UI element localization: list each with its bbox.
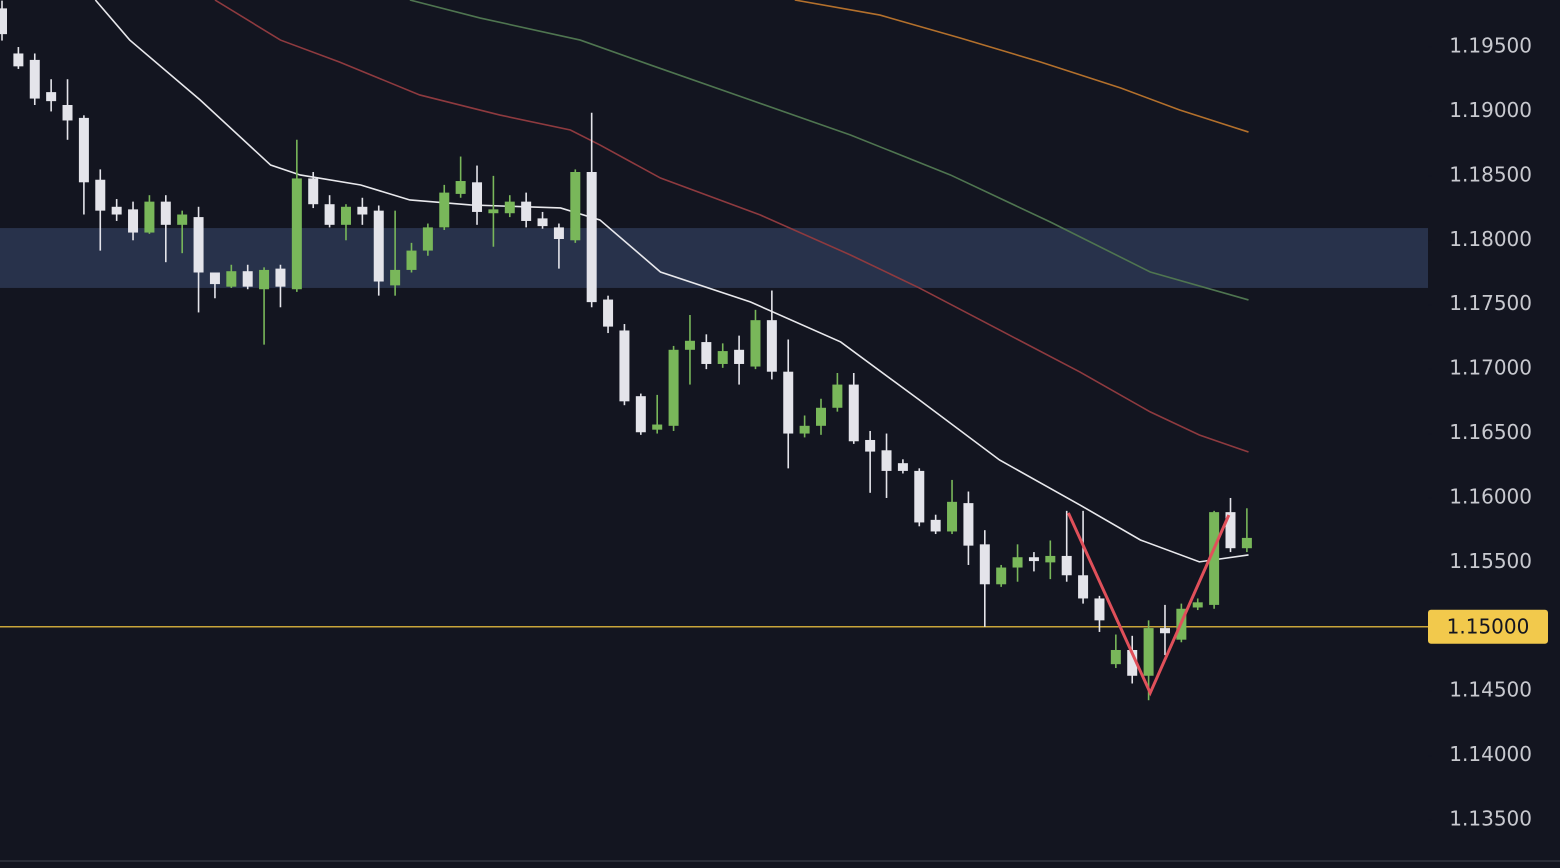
- candle-body: [1241, 537, 1252, 549]
- candle-body: [275, 268, 286, 287]
- candle-body: [209, 272, 220, 285]
- candle-body: [291, 178, 302, 290]
- candle-body: [881, 450, 892, 471]
- candle-body: [226, 271, 237, 287]
- candle-body: [259, 269, 270, 290]
- indicator-line: [794, 0, 1249, 133]
- candle-body: [914, 470, 925, 523]
- candle-body: [1192, 602, 1203, 608]
- zone: [0, 228, 1428, 288]
- candle-body: [537, 218, 548, 227]
- candle-body: [865, 439, 876, 452]
- indicator-line: [214, 0, 1249, 453]
- indicator-line: [409, 0, 1249, 301]
- candle-body: [62, 105, 73, 121]
- candle-body: [783, 371, 794, 434]
- candle-body: [160, 201, 171, 225]
- candle-body: [1143, 628, 1154, 676]
- indicator-line: [94, 0, 1249, 563]
- candle-body: [619, 330, 630, 402]
- candle-body: [144, 201, 155, 233]
- y-tick-label: 1.19500: [1449, 34, 1532, 58]
- y-tick-label: 1.16500: [1449, 420, 1532, 444]
- candle-body: [652, 424, 663, 430]
- candle-body: [734, 349, 745, 364]
- candle-body: [472, 182, 483, 212]
- candle-body: [0, 8, 7, 35]
- y-tick-label: 1.19000: [1449, 98, 1532, 122]
- candle-body: [668, 349, 679, 426]
- y-tick-label: 1.14000: [1449, 742, 1532, 766]
- candle-body: [488, 209, 499, 214]
- candle-body: [242, 271, 253, 287]
- candle-body: [799, 425, 810, 434]
- candle-body: [340, 206, 351, 225]
- y-tick-label: 1.17000: [1449, 356, 1532, 380]
- price-badge-label: 1.15000: [1447, 614, 1530, 638]
- candle-body: [1045, 555, 1056, 563]
- candle-body: [193, 217, 204, 273]
- y-tick-label: 1.18500: [1449, 162, 1532, 186]
- candle-body: [816, 407, 826, 426]
- candle-body: [177, 214, 188, 225]
- candle-body: [1127, 649, 1138, 676]
- candle-body: [128, 209, 139, 233]
- candle-body: [1028, 557, 1039, 562]
- y-tick-label: 1.14500: [1449, 678, 1532, 702]
- candle-body: [930, 519, 941, 532]
- candle-body: [897, 463, 908, 471]
- candle-body: [1094, 598, 1105, 621]
- candle-body: [750, 320, 761, 367]
- y-tick-label: 1.15500: [1449, 549, 1532, 573]
- candle-body: [308, 178, 319, 205]
- candle-body: [979, 544, 990, 585]
- candle-body: [504, 201, 515, 214]
- candle-body: [603, 299, 614, 327]
- candle-body: [78, 117, 89, 183]
- candle-body: [422, 227, 433, 251]
- candle-body: [1110, 649, 1121, 665]
- candle-body: [111, 206, 122, 215]
- candle-body: [390, 269, 401, 286]
- candle-body: [553, 227, 564, 239]
- y-tick-label: 1.13500: [1449, 807, 1532, 831]
- candle-body: [766, 320, 777, 372]
- candle-body: [1159, 628, 1170, 634]
- price-badge: [1428, 609, 1548, 644]
- candle-body: [684, 340, 695, 350]
- candle-body: [324, 204, 335, 225]
- candle-body: [717, 351, 728, 364]
- candle-body: [570, 172, 581, 241]
- candle-body: [455, 181, 466, 194]
- candle-body: [1061, 555, 1072, 576]
- candle-body: [832, 384, 843, 408]
- y-tick-label: 1.17500: [1449, 291, 1532, 315]
- candle-body: [1078, 575, 1089, 599]
- candle-body: [46, 92, 57, 102]
- candle-body: [947, 501, 958, 532]
- candle-body: [1209, 512, 1220, 605]
- candle-body: [1225, 512, 1236, 549]
- candle-body: [996, 567, 1007, 585]
- indicator-line: [1066, 512, 1231, 697]
- candle-body: [701, 342, 712, 364]
- candle-body: [848, 384, 859, 442]
- candle-body: [373, 210, 384, 282]
- candle-body: [13, 53, 24, 67]
- candle-body: [963, 503, 974, 546]
- candle-body: [95, 179, 106, 211]
- candle-body: [1012, 557, 1023, 568]
- candle-body: [586, 172, 597, 303]
- candle-body: [406, 250, 417, 270]
- y-tick-label: 1.16000: [1449, 484, 1532, 508]
- y-tick-label: 1.18000: [1449, 227, 1532, 251]
- candle-body: [521, 201, 532, 221]
- candle-body: [439, 192, 450, 228]
- candle-body: [29, 59, 40, 99]
- candle-body: [635, 396, 646, 433]
- candle-body: [357, 206, 368, 215]
